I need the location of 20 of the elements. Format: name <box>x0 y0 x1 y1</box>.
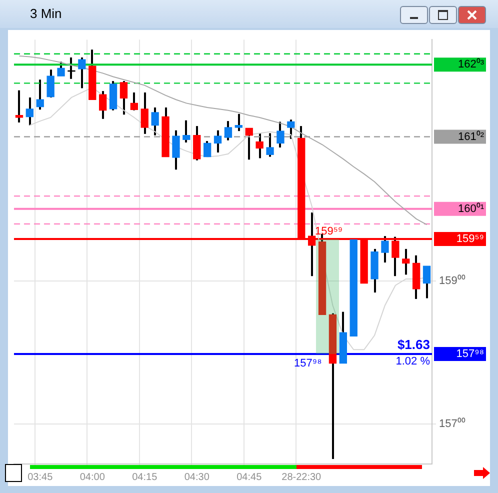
x-tick-label: 04:00 <box>80 472 106 483</box>
x-tick-label: 28-22:30 <box>282 472 322 483</box>
ref-line-label: 157⁹⁸ <box>456 348 484 360</box>
x-tick-label: 04:30 <box>184 472 210 483</box>
y-tick-label: 157⁰⁰ <box>439 417 466 430</box>
y-tick-label: 159⁰⁰ <box>439 274 466 288</box>
annotation: 157⁹⁸ <box>294 358 322 370</box>
candlestick <box>15 90 24 122</box>
ref-line-label: 159⁵⁹ <box>456 232 484 245</box>
x-tick-label: 03:45 <box>28 472 54 483</box>
annotation: $1.63 <box>397 337 430 352</box>
chart-title: 3 Min <box>30 6 62 21</box>
ref-line-label: 162⁰³ <box>458 58 484 71</box>
candlestick <box>350 239 358 336</box>
ref-line-label: 160⁰¹ <box>458 202 484 215</box>
annotation: 1.02 % <box>396 356 430 368</box>
x-tick-label: 04:15 <box>132 472 158 483</box>
x-tick-label: 04:45 <box>236 472 262 483</box>
annotation: 159⁵⁹ <box>314 225 343 238</box>
ref-line-label: 161⁰² <box>458 130 484 143</box>
